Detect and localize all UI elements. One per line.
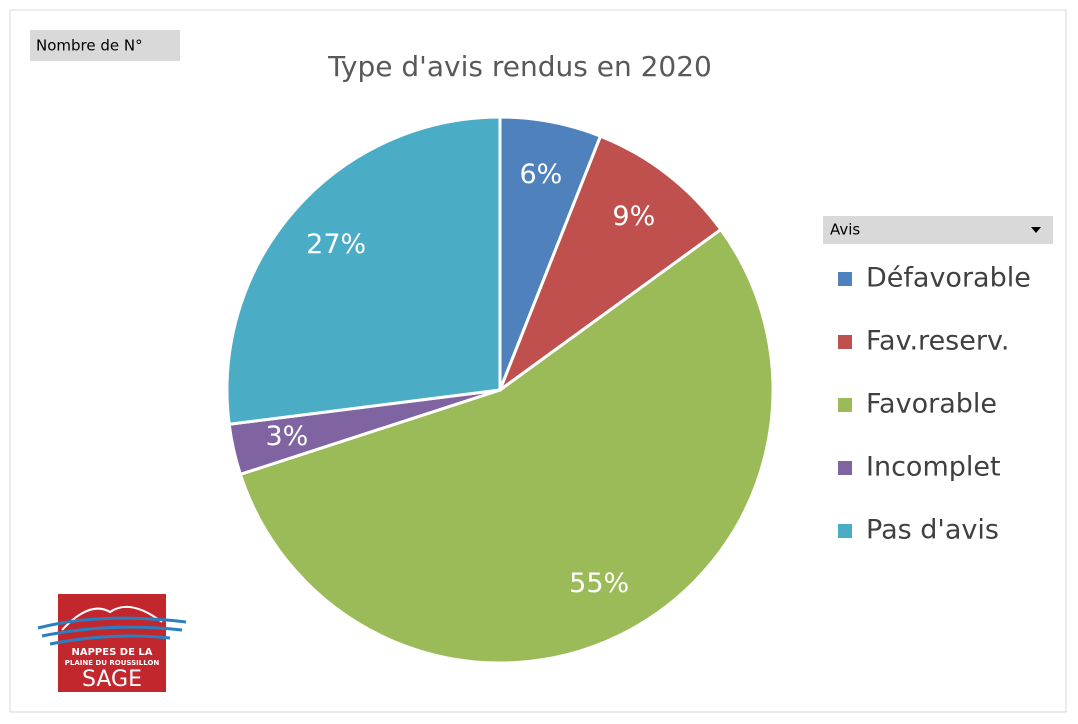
pie-slice bbox=[496, 134, 723, 395]
legend-title: Avis bbox=[830, 221, 860, 239]
data-label: 6% bbox=[520, 159, 563, 190]
legend-swatch bbox=[838, 335, 852, 349]
pivot-field-label: Nombre de N° bbox=[36, 37, 143, 55]
legend-swatch bbox=[838, 398, 852, 412]
logo: NAPPES DE LA PLAINE DU ROUSSILLON SAGE bbox=[37, 594, 187, 692]
pivot-field-button[interactable] bbox=[30, 30, 180, 61]
legend-swatch bbox=[838, 524, 852, 538]
legend-label: Défavorable bbox=[866, 263, 1031, 294]
legend-label: Fav.reserv. bbox=[866, 326, 1009, 357]
data-label: 3% bbox=[265, 421, 308, 452]
data-label: 9% bbox=[612, 201, 655, 232]
chart-title: Type d'avis rendus en 2020 bbox=[327, 50, 712, 83]
logo-text: SAGE bbox=[82, 667, 142, 692]
pie-slice bbox=[225, 115, 502, 426]
logo-mountains bbox=[61, 605, 163, 631]
legend-swatch bbox=[838, 272, 852, 286]
data-label: 55% bbox=[569, 568, 629, 599]
legend-swatch bbox=[838, 461, 852, 475]
data-label: 27% bbox=[306, 229, 366, 260]
logo-text: NAPPES DE LA bbox=[71, 647, 152, 658]
legend-field-button[interactable] bbox=[823, 216, 1053, 244]
logo-text: PLAINE DU ROUSSILLON bbox=[65, 659, 160, 667]
legend-label: Incomplet bbox=[866, 452, 1001, 483]
pie-slice bbox=[238, 227, 775, 665]
logo-waves bbox=[37, 616, 187, 646]
legend-label: Favorable bbox=[866, 389, 997, 420]
dropdown-arrow[interactable] bbox=[1031, 227, 1041, 233]
legend-label: Pas d'avis bbox=[866, 515, 999, 546]
